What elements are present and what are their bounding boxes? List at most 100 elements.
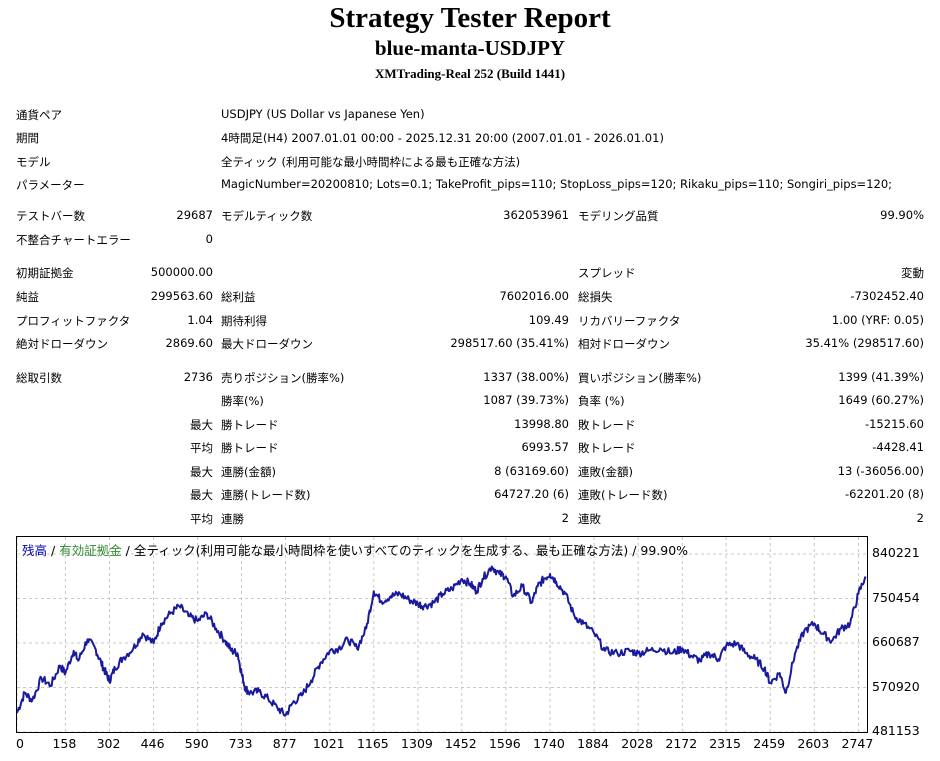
y-tick-label: 481153 xyxy=(872,723,920,738)
row-max-consecutive-count: 最大 連勝(トレード数) 64727.20 (6) 連敗(トレード数) -622… xyxy=(0,484,940,504)
max-win-label: 勝トレード xyxy=(221,418,279,432)
long-value: 1399 (41.39%) xyxy=(838,370,924,384)
x-tick-label: 1021 xyxy=(312,736,345,751)
symbol-value: USDJPY (US Dollar vs Japanese Yen) xyxy=(221,107,425,121)
model-value: 全ティック (利用可能な最小時間枠による最も正確な方法) xyxy=(221,155,521,169)
max-cl-label: 連敗(金額) xyxy=(578,465,633,479)
y-tick-label: 660687 xyxy=(872,634,920,649)
row-errors: 不整合チャートエラー 0 xyxy=(0,229,940,249)
legend-equity: 有効証拠金 xyxy=(59,543,122,558)
net-value: 299563.60 xyxy=(150,289,213,303)
params-value: MagicNumber=20200810; Lots=0.1; TakeProf… xyxy=(221,177,893,191)
max-win-value: 13998.80 xyxy=(514,417,569,431)
bars-label: テストバー数 xyxy=(16,209,85,223)
max-cwt-value: 64727.20 (6) xyxy=(494,487,569,501)
x-tick-label: 2603 xyxy=(797,736,830,751)
spread-value: 変動 xyxy=(901,266,924,280)
x-tick-label: 877 xyxy=(272,736,297,751)
avg-cw-value: 2 xyxy=(561,511,569,525)
x-tick-label: 0 xyxy=(16,736,24,751)
total-trades-label: 総取引数 xyxy=(16,371,62,385)
x-tick-label: 1309 xyxy=(401,736,433,751)
x-tick-label: 2172 xyxy=(665,736,698,751)
model-label: モデル xyxy=(16,155,51,169)
gross-loss-value: -7302452.40 xyxy=(850,289,924,303)
row-bars: テストバー数 29687 モデルティック数 362053961 モデリング品質 … xyxy=(0,205,940,225)
max-clt-label: 連敗(トレード数) xyxy=(578,488,668,502)
win-value: 1087 (39.73%) xyxy=(483,393,569,407)
gross-loss-label: 総損失 xyxy=(578,290,613,304)
x-tick-label: 2028 xyxy=(621,736,654,751)
avg-cl-label: 連敗 xyxy=(578,512,601,526)
row-symbol: 通貨ペア USDJPY (US Dollar vs Japanese Yen) xyxy=(0,104,940,124)
period-label: 期間 xyxy=(16,131,39,145)
net-label: 純益 xyxy=(16,290,39,304)
max-clt-value: -62201.20 (8) xyxy=(845,487,924,501)
row-avg-consecutive: 平均 連勝 2 連敗 2 xyxy=(0,508,940,528)
max-cw-label: 連勝(金額) xyxy=(221,465,276,479)
x-tick-label: 1452 xyxy=(444,736,477,751)
recovery-value: 1.00 (YRF: 0.05) xyxy=(831,313,924,327)
x-tick-label: 2747 xyxy=(841,736,874,751)
deposit-label: 初期証拠金 xyxy=(16,266,74,280)
short-label: 売りポジション(勝率%) xyxy=(221,371,345,385)
row-pf: プロフィットファクタ 1.04 期待利得 109.49 リカバリーファクタ 1.… xyxy=(0,310,940,330)
max-cw-prefix: 最大 xyxy=(190,465,213,479)
max-loss-label: 敗トレード xyxy=(578,418,636,432)
long-label: 買いポジション(勝率%) xyxy=(578,371,702,385)
server-build: XMTrading-Real 252 (Build 1441) xyxy=(374,66,566,81)
row-params: パラメーター MagicNumber=20200810; Lots=0.1; T… xyxy=(0,174,940,194)
loss-label: 負率 (%) xyxy=(578,394,625,408)
row-total-trades: 総取引数 2736 売りポジション(勝率%) 1337 (38.00%) 買いポ… xyxy=(0,367,940,387)
legend-sep: / xyxy=(47,543,60,558)
avg-cl-value: 2 xyxy=(916,511,924,525)
max-dd-label: 最大ドローダウン xyxy=(221,337,313,351)
abs-dd-value: 2869.60 xyxy=(165,336,213,350)
y-tick-label: 840221 xyxy=(872,545,920,560)
avg-win-value: 6993.57 xyxy=(521,440,569,454)
row-avg-trade: 平均 勝トレード 6993.57 敗トレード -4428.41 xyxy=(0,437,940,457)
max-cw-value: 8 (63169.60) xyxy=(494,464,569,478)
max-cwt-prefix: 最大 xyxy=(190,488,213,502)
x-tick-label: 590 xyxy=(184,736,209,751)
x-tick-label: 446 xyxy=(140,736,165,751)
win-label: 勝率(%) xyxy=(221,394,264,408)
avg-cw-label: 連勝 xyxy=(221,512,244,526)
gross-profit-value: 7602016.00 xyxy=(499,289,569,303)
x-tick-label: 2459 xyxy=(753,736,786,751)
errors-label: 不整合チャートエラー xyxy=(16,233,131,247)
chart-legend: 残高 / 有効証拠金 / 全ティック(利用可能な最小時間枠を使いすべてのティック… xyxy=(22,540,688,559)
x-tick-label: 1165 xyxy=(356,736,389,751)
deposit-value: 500000.00 xyxy=(150,265,213,279)
max-loss-value: -15215.60 xyxy=(864,417,924,431)
symbol-label: 通貨ペア xyxy=(16,108,62,122)
max-dd-value: 298517.60 (35.41%) xyxy=(450,336,569,350)
x-tick-label: 2315 xyxy=(709,736,741,751)
recovery-label: リカバリーファクタ xyxy=(578,314,681,328)
row-drawdown: 絶対ドローダウン 2869.60 最大ドローダウン 298517.60 (35.… xyxy=(0,333,940,353)
spread-label: スプレッド xyxy=(578,266,636,280)
loss-value: 1649 (60.27%) xyxy=(838,393,924,407)
avg-win-label: 勝トレード xyxy=(221,441,279,455)
avg-loss-label: 敗トレード xyxy=(578,441,636,455)
avg-cw-prefix: 平均 xyxy=(190,512,213,526)
x-tick-label: 733 xyxy=(228,736,253,751)
avg-win-prefix: 平均 xyxy=(190,441,213,455)
ticks-label: モデルティック数 xyxy=(221,209,313,223)
balance-chart xyxy=(16,536,868,733)
row-max-trade: 最大 勝トレード 13998.80 敗トレード -15215.60 xyxy=(0,414,940,434)
max-win-prefix: 最大 xyxy=(190,418,213,432)
pf-value: 1.04 xyxy=(187,313,213,327)
short-value: 1337 (38.00%) xyxy=(483,370,569,384)
row-max-consecutive-amount: 最大 連勝(金額) 8 (63169.60) 連敗(金額) 13 (-36056… xyxy=(0,461,940,481)
errors-value: 0 xyxy=(205,232,213,246)
legend-balance: 残高 xyxy=(22,543,48,558)
params-label: パラメーター xyxy=(16,178,85,192)
avg-loss-value: -4428.41 xyxy=(872,440,924,454)
x-tick-label: 158 xyxy=(52,736,77,751)
total-trades-value: 2736 xyxy=(183,370,213,384)
pf-label: プロフィットファクタ xyxy=(16,314,131,328)
x-tick-label: 1884 xyxy=(577,736,609,751)
x-tick-label: 1596 xyxy=(488,736,521,751)
row-win-rate: 勝率(%) 1087 (39.73%) 負率 (%) 1649 (60.27%) xyxy=(0,390,940,410)
